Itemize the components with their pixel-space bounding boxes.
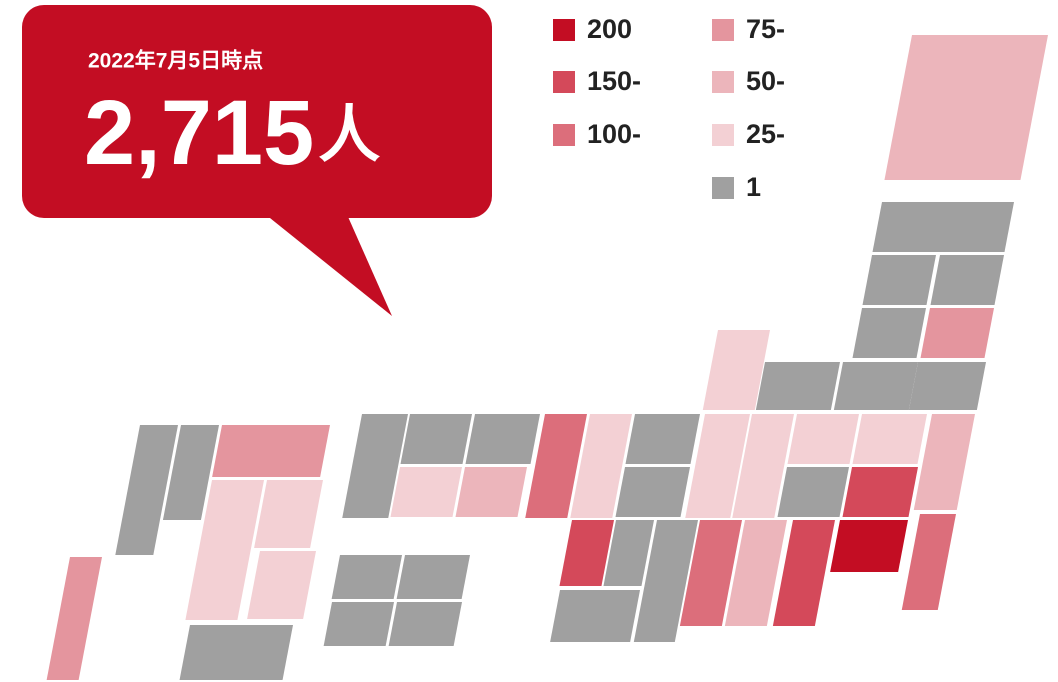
prefecture-tile bbox=[185, 480, 264, 620]
prefecture-tile bbox=[772, 520, 835, 626]
callout-total: 2,715人 bbox=[84, 82, 380, 184]
prefecture-tile bbox=[842, 467, 918, 517]
prefecture-tile bbox=[396, 555, 470, 599]
callout: 2022年7月5日時点 2,715人 bbox=[22, 5, 492, 316]
legend-label: 25- bbox=[746, 119, 785, 149]
legend-swatch bbox=[712, 71, 734, 93]
legend-swatch bbox=[553, 19, 575, 41]
prefecture-tile bbox=[323, 602, 394, 646]
prefecture-tile bbox=[525, 414, 587, 518]
prefecture-tile bbox=[777, 467, 849, 517]
legend-label: 150- bbox=[587, 66, 641, 96]
prefecture-tile bbox=[884, 35, 1048, 180]
legend-swatch bbox=[712, 124, 734, 146]
prefecture-tile bbox=[247, 551, 316, 619]
callout-tail bbox=[260, 210, 392, 316]
prefecture-tile bbox=[755, 362, 840, 410]
prefecture-tile bbox=[908, 362, 986, 410]
callout-date: 2022年7月5日時点 bbox=[88, 49, 263, 73]
prefecture-tile bbox=[679, 520, 742, 626]
legend-swatch bbox=[712, 177, 734, 199]
prefecture-tile bbox=[390, 467, 462, 517]
prefecture-tile bbox=[455, 467, 527, 517]
prefecture-tile bbox=[46, 557, 102, 680]
legend-swatch bbox=[712, 19, 734, 41]
legend-label: 200 bbox=[587, 14, 632, 44]
prefecture-tile bbox=[930, 255, 1004, 305]
legend-label: 100- bbox=[587, 119, 641, 149]
prefecture-tile bbox=[342, 414, 408, 518]
prefecture-tile bbox=[400, 414, 472, 464]
prefecture-tile bbox=[465, 414, 540, 464]
prefecture-tile bbox=[570, 414, 632, 518]
legend-label: 1 bbox=[746, 172, 761, 202]
prefecture-tile bbox=[559, 520, 614, 586]
prefecture-tile bbox=[162, 425, 219, 520]
prefecture-tile bbox=[615, 467, 690, 517]
prefecture-tile bbox=[331, 555, 402, 599]
prefecture-tile bbox=[212, 425, 330, 477]
prefecture-tile bbox=[920, 308, 994, 358]
prefecture-tile bbox=[685, 414, 750, 518]
legend-label: 75- bbox=[746, 14, 785, 44]
legend: 200 150- 100- 75- 50- 25- 1 bbox=[553, 14, 785, 202]
prefecture-tile bbox=[852, 414, 927, 464]
prefecture-tile bbox=[732, 414, 794, 518]
prefecture-tile bbox=[603, 520, 654, 586]
callout-unit: 人 bbox=[318, 101, 380, 170]
legend-swatch bbox=[553, 124, 575, 146]
prefecture-tile bbox=[388, 602, 462, 646]
tiles bbox=[46, 35, 1048, 680]
prefecture-tile bbox=[702, 330, 770, 410]
prefecture-tile bbox=[115, 425, 178, 555]
prefecture-tile bbox=[179, 625, 293, 680]
prefecture-tile bbox=[633, 520, 698, 642]
prefecture-tile bbox=[830, 520, 908, 572]
prefecture-tile bbox=[833, 362, 918, 410]
prefecture-tile bbox=[254, 480, 323, 548]
prefecture-tile bbox=[872, 202, 1014, 252]
prefecture-tile bbox=[901, 514, 956, 610]
prefecture-tile bbox=[625, 414, 700, 464]
legend-swatch bbox=[553, 71, 575, 93]
legend-label: 50- bbox=[746, 66, 785, 96]
callout-box bbox=[22, 5, 492, 218]
prefecture-tile bbox=[913, 414, 975, 510]
callout-count: 2,715 bbox=[84, 82, 314, 184]
prefecture-tile bbox=[862, 255, 936, 305]
prefecture-tile bbox=[787, 414, 859, 464]
prefecture-tile bbox=[852, 308, 926, 358]
prefecture-tile bbox=[550, 590, 640, 642]
prefecture-tile bbox=[724, 520, 787, 626]
